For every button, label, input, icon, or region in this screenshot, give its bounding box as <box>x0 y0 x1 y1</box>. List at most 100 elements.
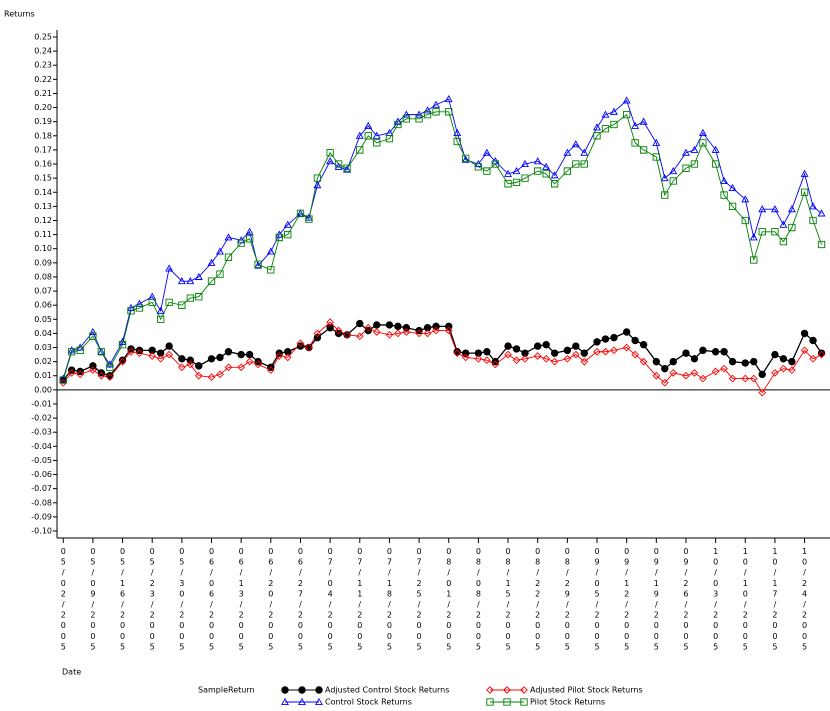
y-tick-label: 0.24 <box>34 47 52 56</box>
data-point <box>178 363 186 372</box>
data-point <box>601 347 610 356</box>
data-point <box>622 343 631 352</box>
data-point <box>453 348 461 356</box>
data-point <box>364 121 373 129</box>
data-point <box>698 128 707 136</box>
data-point <box>817 349 826 357</box>
y-tick-label: 0.21 <box>34 89 52 98</box>
data-point <box>593 123 601 131</box>
data-point <box>355 332 364 341</box>
data-point <box>699 346 707 355</box>
data-point <box>609 107 618 115</box>
legend-marker <box>298 697 306 706</box>
data-point <box>660 378 669 387</box>
data-point <box>105 373 114 381</box>
data-point <box>148 346 156 355</box>
data-point <box>758 370 766 379</box>
data-point <box>728 374 737 383</box>
data-point <box>68 348 76 356</box>
data-point <box>758 205 767 213</box>
data-point <box>800 188 809 196</box>
data-point <box>165 342 173 350</box>
data-point <box>284 230 292 239</box>
data-point <box>402 324 411 332</box>
data-point <box>165 264 174 272</box>
data-point <box>165 350 173 359</box>
y-tick-label: 0.22 <box>34 75 52 84</box>
data-point <box>652 138 661 146</box>
data-point <box>59 376 67 384</box>
data-point <box>550 357 559 366</box>
data-point <box>542 170 550 178</box>
series-line <box>62 321 822 394</box>
data-point <box>741 216 749 225</box>
legend-marker <box>486 698 494 706</box>
x-tick-label: 05/02/2005 <box>59 547 68 653</box>
y-tick-label: -0.02 <box>31 414 52 423</box>
series-line <box>62 322 823 381</box>
data-point <box>326 157 335 165</box>
x-tick-label: 05/16/2005 <box>118 547 127 653</box>
data-point <box>402 115 411 123</box>
data-point <box>118 356 127 364</box>
data-point <box>563 148 572 156</box>
data-point <box>415 110 424 118</box>
data-point <box>106 363 114 371</box>
data-point <box>343 165 352 173</box>
data-point <box>601 335 610 343</box>
data-point <box>749 374 758 383</box>
data-point <box>267 266 275 274</box>
data-point <box>669 177 677 185</box>
data-point <box>67 369 76 377</box>
data-point <box>245 235 254 243</box>
data-point <box>445 322 453 331</box>
data-point <box>800 329 809 338</box>
data-point <box>283 220 292 228</box>
data-point <box>296 339 305 348</box>
data-point <box>313 333 322 342</box>
x-tick-label: 05/30/2005 <box>177 547 186 653</box>
data-point <box>483 356 491 365</box>
data-point <box>385 330 394 339</box>
data-point <box>699 374 707 383</box>
data-point <box>266 247 275 255</box>
legend-marker <box>315 697 323 706</box>
data-point <box>237 350 245 359</box>
data-point <box>394 322 402 331</box>
data-point <box>482 148 491 156</box>
data-point <box>97 348 106 356</box>
data-point <box>631 121 640 129</box>
data-point <box>571 140 580 148</box>
data-point <box>186 277 195 285</box>
data-point <box>364 132 372 140</box>
data-point <box>623 110 631 119</box>
data-point <box>118 357 127 366</box>
data-point <box>550 180 559 188</box>
data-point <box>750 256 758 264</box>
data-point <box>207 355 216 363</box>
data-point <box>682 164 690 172</box>
data-point <box>601 125 610 133</box>
data-point <box>563 354 572 363</box>
data-point <box>533 157 542 165</box>
data-point <box>97 347 106 355</box>
data-point <box>224 233 233 241</box>
data-point <box>660 174 669 182</box>
data-point <box>326 149 334 157</box>
data-point <box>661 364 669 373</box>
data-point <box>245 227 254 235</box>
y-tick-label: -0.10 <box>31 527 52 536</box>
data-point <box>652 357 661 366</box>
data-point <box>326 318 334 326</box>
y-tick-label: -0.04 <box>31 442 52 451</box>
x-tick-label: 06/13/2005 <box>237 547 246 653</box>
legend-marker <box>315 686 323 694</box>
data-point <box>445 108 453 116</box>
data-point <box>728 357 737 366</box>
data-point <box>356 146 364 154</box>
data-point <box>787 205 796 213</box>
data-point <box>88 327 97 335</box>
y-tick-label: -0.06 <box>31 470 52 479</box>
data-point <box>652 153 660 161</box>
series-line <box>62 111 822 381</box>
